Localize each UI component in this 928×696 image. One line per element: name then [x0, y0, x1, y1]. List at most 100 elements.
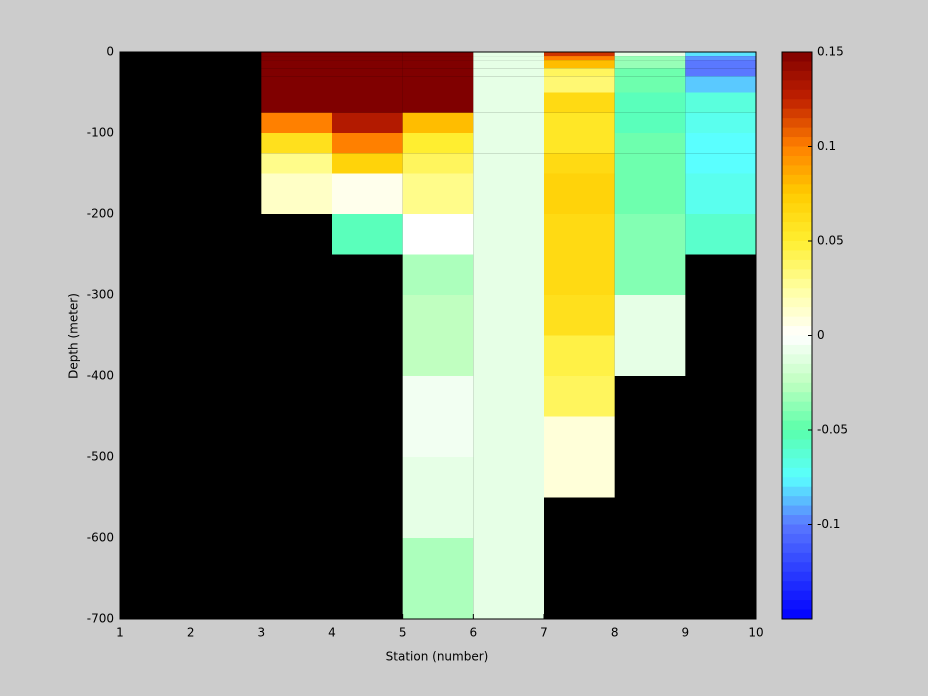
colorbar-swatch: [782, 61, 812, 72]
y-tick-label: -700: [87, 612, 114, 626]
colorbar-swatch: [782, 222, 812, 233]
cell: [473, 578, 544, 619]
colorbar-swatch: [782, 543, 812, 554]
cell: [473, 133, 544, 154]
cell: [544, 153, 615, 174]
cell: [544, 416, 615, 457]
colorbar-swatch: [782, 590, 812, 601]
cell: [473, 295, 544, 336]
colorbar-tick-label: 0.05: [817, 234, 844, 248]
cell: [614, 56, 686, 61]
colorbar-tick-label: -0.05: [817, 423, 848, 437]
cell: [473, 416, 544, 457]
cell: [614, 335, 686, 376]
cell: [473, 92, 544, 113]
cell: [261, 92, 332, 113]
cell: [261, 76, 332, 93]
colorbar-swatch: [782, 203, 812, 214]
colorbar-swatch: [782, 288, 812, 299]
cell: [332, 214, 403, 255]
cell: [261, 133, 332, 154]
colorbar-swatch: [782, 363, 812, 374]
colorbar-swatch: [782, 344, 812, 355]
cell: [544, 56, 615, 61]
cell: [685, 60, 756, 69]
colorbar-swatch: [782, 354, 812, 365]
x-tick-label: 8: [611, 626, 619, 640]
cell: [544, 92, 615, 113]
cell: [473, 68, 544, 77]
cell: [402, 578, 474, 619]
colorbar-tick-label: 0.15: [817, 45, 844, 59]
cell: [473, 153, 544, 174]
cell: [473, 76, 544, 93]
cell: [402, 335, 474, 376]
colorbar-swatch: [782, 250, 812, 261]
y-tick-label: -500: [87, 450, 114, 464]
cell: [473, 60, 544, 69]
cell: [402, 173, 474, 214]
colorbar-swatch: [782, 458, 812, 469]
colorbar-swatch: [782, 89, 812, 100]
x-tick-label: 1: [116, 626, 124, 640]
colorbar-swatch: [782, 430, 812, 440]
colorbar-swatch: [782, 269, 812, 280]
cell: [332, 60, 403, 69]
cell: [685, 52, 756, 57]
colorbar-swatch: [782, 278, 812, 289]
y-tick-label: -600: [87, 531, 114, 545]
cell: [261, 153, 332, 174]
colorbar-swatch: [782, 127, 812, 138]
cell: [544, 457, 615, 498]
cell: [261, 60, 332, 69]
cell: [402, 497, 474, 538]
x-tick-label: 4: [328, 626, 336, 640]
cell: [402, 76, 474, 93]
cell: [685, 56, 756, 61]
cell: [473, 56, 544, 61]
colorbar-swatch: [782, 420, 812, 431]
cell: [685, 76, 756, 93]
colorbar-swatch: [782, 326, 812, 336]
cell: [473, 254, 544, 295]
cell: [332, 68, 403, 77]
colorbar-swatch: [782, 184, 812, 195]
colorbar-swatch: [782, 524, 812, 535]
y-tick-label: 0: [106, 45, 114, 59]
cell: [544, 76, 615, 93]
colorbar-swatch: [782, 241, 812, 251]
colorbar-swatch: [782, 174, 812, 185]
cell: [332, 52, 403, 57]
y-tick-label: -400: [87, 369, 114, 383]
colorbar-swatch: [782, 259, 812, 270]
cell: [473, 497, 544, 538]
cell: [402, 214, 474, 255]
cell: [544, 335, 615, 376]
colorbar-swatch: [782, 411, 812, 422]
cell: [402, 538, 474, 579]
x-tick-label: 2: [187, 626, 195, 640]
colorbar-swatch: [782, 552, 812, 563]
cell: [402, 376, 474, 417]
cell: [402, 68, 474, 77]
cell: [332, 133, 403, 154]
cell: [614, 153, 686, 174]
colorbar-swatch: [782, 316, 812, 327]
cell: [685, 153, 756, 174]
colorbar-tick-label: -0.1: [817, 517, 840, 531]
cell: [402, 153, 474, 174]
cell: [402, 60, 474, 69]
colorbar-swatch: [782, 155, 812, 166]
colorbar-swatch: [782, 486, 812, 497]
cell: [685, 133, 756, 154]
cell: [544, 254, 615, 295]
cell: [473, 538, 544, 579]
cell: [332, 153, 403, 174]
colorbar-tick-label: 0: [817, 328, 825, 342]
colorbar-swatch: [782, 581, 812, 592]
colorbar-swatch: [782, 439, 812, 450]
cell: [261, 173, 332, 214]
cell: [614, 173, 686, 214]
cell: [332, 112, 403, 133]
